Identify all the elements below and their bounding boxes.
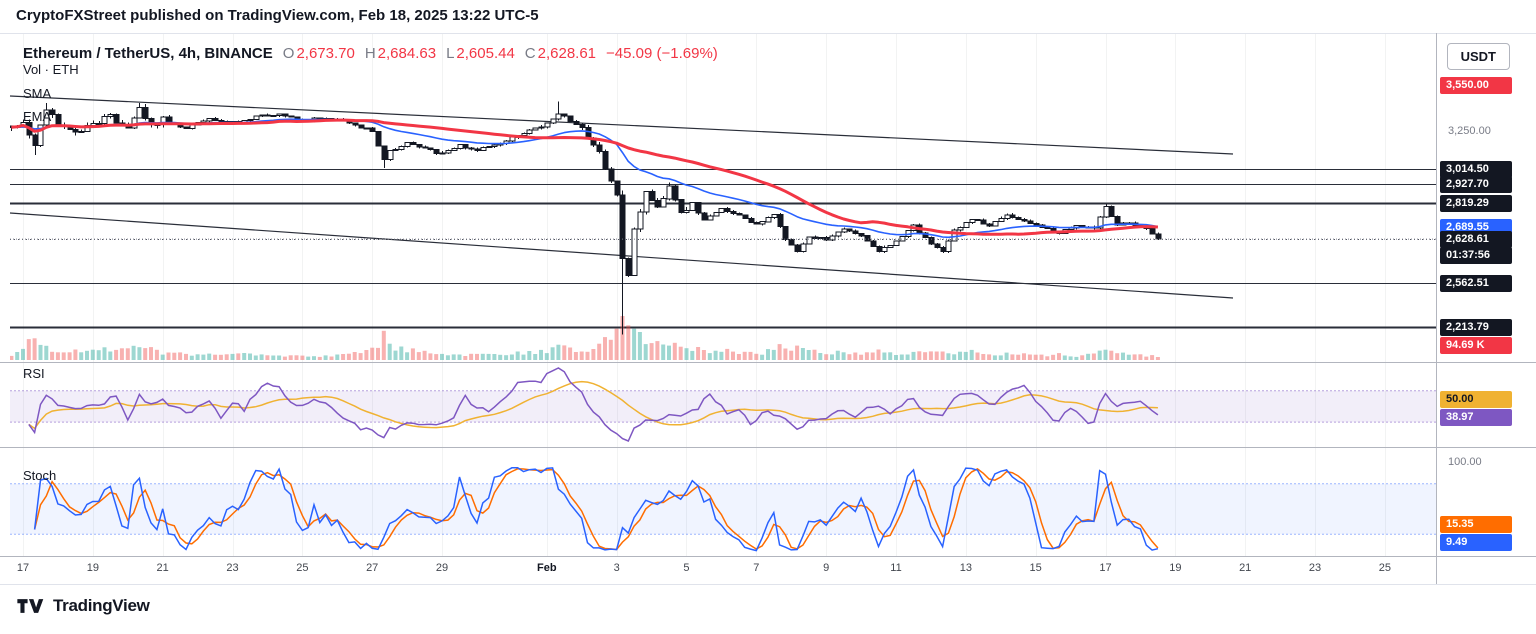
price-axis-tick: 3,250.00 <box>1448 125 1491 137</box>
time-axis-tick: 29 <box>435 562 449 574</box>
footer: TradingView <box>16 596 150 616</box>
time-axis-tick: 23 <box>1308 562 1322 574</box>
time-axis-tick: 17 <box>16 562 30 574</box>
time-axis-tick: 25 <box>296 562 309 574</box>
symbol-title[interactable]: Ethereum / TetherUS, 4h, BINANCE <box>23 45 273 62</box>
time-axis-tick: 9 <box>823 562 830 574</box>
high-readout: H 2,684.63 <box>364 45 437 62</box>
time-axis-tick: 21 <box>156 562 169 574</box>
close-readout: C 2,628.61 <box>524 45 597 62</box>
rsi-pane-label[interactable]: RSI <box>23 366 45 381</box>
legend-volume[interactable]: Vol · ETH <box>23 62 79 77</box>
stoch-pane <box>10 466 1436 552</box>
volume-value-label: 94.69 K <box>1440 337 1512 354</box>
time-axis-tick: 17 <box>1099 562 1112 574</box>
level-price-label: 2,819.29 <box>1440 195 1512 212</box>
rsi-ma-value-label: 50.00 <box>1440 391 1512 408</box>
last-price-label: 2,628.61 <box>1440 231 1512 248</box>
change-readout: −45.09 (−1.69%) <box>606 45 718 62</box>
level-price-label: 2,213.79 <box>1440 319 1512 336</box>
level-price-label: 3,014.50 <box>1440 161 1512 178</box>
stoch-k-value-label: 9.49 <box>1440 534 1512 551</box>
countdown-label: 01:37:56 <box>1440 247 1512 264</box>
stoch-pane-label[interactable]: Stoch <box>23 468 57 483</box>
pane-separators[interactable] <box>0 33 1536 585</box>
time-axis-tick: 19 <box>1169 562 1182 574</box>
time-axis-tick: 23 <box>226 562 239 574</box>
time-axis-tick: 13 <box>959 562 972 574</box>
low-readout: L 2,605.44 <box>446 45 515 62</box>
publication-header: CryptoFXStreet published on TradingView.… <box>16 7 539 24</box>
candlestick-series <box>10 101 1162 335</box>
time-axis-tick: 21 <box>1239 562 1252 574</box>
moving-averages <box>11 118 1159 239</box>
rsi-pane <box>10 367 1436 442</box>
time-axis-tick: 3 <box>613 562 620 574</box>
volume-series <box>10 316 1160 360</box>
time-axis-tick: 15 <box>1029 562 1042 574</box>
rsi-value-label: 38.97 <box>1440 409 1512 426</box>
stoch-axis-tick: 100.00 <box>1448 456 1482 468</box>
stoch-d-value-label: 15.35 <box>1440 516 1512 533</box>
time-axis-tick: 19 <box>86 562 99 574</box>
time-axis-tick: Feb <box>537 562 557 574</box>
alert-price-label: 3,550.00 <box>1440 77 1512 94</box>
tradingview-logo-icon[interactable] <box>16 596 46 616</box>
legend-sma[interactable]: SMA <box>23 86 52 101</box>
level-price-label: 2,927.70 <box>1440 176 1512 193</box>
time-axis-tick: 11 <box>890 562 902 574</box>
time-axis-tick: 27 <box>366 562 379 574</box>
horizontal-levels[interactable] <box>10 169 1436 329</box>
time-axis-tick: 25 <box>1378 562 1391 574</box>
tradingview-brand-text[interactable]: TradingView <box>53 596 150 615</box>
open-readout: O 2,673.70 <box>282 45 355 62</box>
time-axis-tick: 7 <box>753 562 760 574</box>
symbol-header: Ethereum / TetherUS, 4h, BINANCE O 2,673… <box>23 45 718 62</box>
currency-toggle-button[interactable]: USDT <box>1446 43 1510 70</box>
legend-ema[interactable]: EMA <box>23 109 52 124</box>
level-price-label: 2,562.51 <box>1440 275 1512 292</box>
time-axis-tick: 5 <box>683 562 690 574</box>
